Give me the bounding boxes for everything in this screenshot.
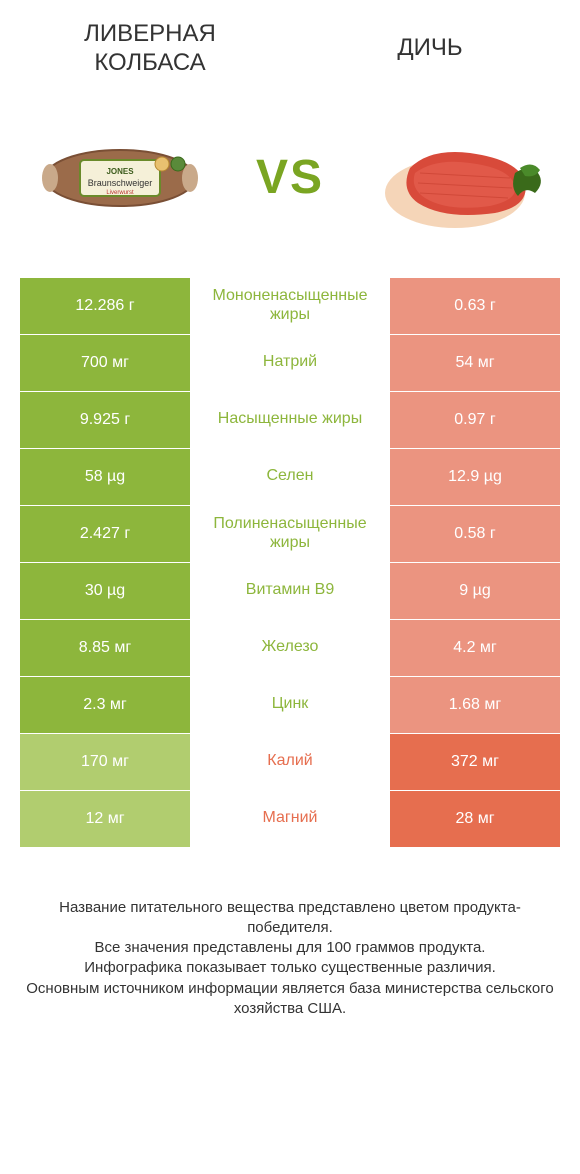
left-value-cell: 170 мг	[20, 734, 190, 790]
table-row: 12.286 гМононенасыщенные жиры0.63 г	[20, 278, 560, 334]
images-row: JONES Braunschweiger Liverwurst VS	[0, 88, 580, 278]
footer-line: Инфографика показывает только существенн…	[25, 958, 555, 978]
nutrient-label: Мононенасыщенные жиры	[190, 278, 390, 334]
left-value-cell: 12.286 г	[20, 278, 190, 334]
left-value-cell: 2.3 мг	[20, 677, 190, 733]
sausage-icon: JONES Braunschweiger Liverwurst	[30, 118, 210, 238]
comparison-table: 12.286 гМононенасыщенные жиры0.63 г700 м…	[0, 278, 580, 847]
nutrient-label: Насыщенные жиры	[190, 392, 390, 448]
right-product-title: ДИЧЬ	[330, 20, 530, 78]
left-product-title: ЛИВЕРНАЯ КОЛБАСА	[50, 20, 250, 78]
left-value-cell: 12 мг	[20, 791, 190, 847]
table-row: 700 мгНатрий54 мг	[20, 335, 560, 391]
table-row: 2.3 мгЦинк1.68 мг	[20, 677, 560, 733]
right-value-cell: 12.9 µg	[390, 449, 560, 505]
right-value-cell: 0.63 г	[390, 278, 560, 334]
table-row: 12 мгМагний28 мг	[20, 791, 560, 847]
vs-label: VS	[256, 150, 324, 205]
left-value-cell: 58 µg	[20, 449, 190, 505]
table-row: 8.85 мгЖелезо4.2 мг	[20, 620, 560, 676]
svg-text:Braunschweiger: Braunschweiger	[88, 178, 153, 188]
nutrient-label: Натрий	[190, 335, 390, 391]
svg-text:JONES: JONES	[106, 167, 134, 176]
left-value-cell: 9.925 г	[20, 392, 190, 448]
nutrient-label: Магний	[190, 791, 390, 847]
table-row: 30 µgВитамин B99 µg	[20, 563, 560, 619]
right-value-cell: 1.68 мг	[390, 677, 560, 733]
table-row: 58 µgСелен12.9 µg	[20, 449, 560, 505]
left-value-cell: 30 µg	[20, 563, 190, 619]
svg-text:Liverwurst: Liverwurst	[106, 190, 134, 196]
header: ЛИВЕРНАЯ КОЛБАСА ДИЧЬ	[0, 0, 580, 88]
right-value-cell: 0.58 г	[390, 506, 560, 562]
nutrient-label: Витамин B9	[190, 563, 390, 619]
footer-line: Все значения представлены для 100 граммо…	[25, 938, 555, 958]
nutrient-label: Полиненасыщенные жиры	[190, 506, 390, 562]
footer-line: Название питательного вещества представл…	[25, 898, 555, 939]
right-value-cell: 4.2 мг	[390, 620, 560, 676]
right-value-cell: 0.97 г	[390, 392, 560, 448]
nutrient-label: Калий	[190, 734, 390, 790]
left-value-cell: 2.427 г	[20, 506, 190, 562]
right-value-cell: 54 мг	[390, 335, 560, 391]
nutrient-label: Селен	[190, 449, 390, 505]
footer-line: Основным источником информации является …	[25, 979, 555, 1020]
left-product-image: JONES Braunschweiger Liverwurst	[30, 118, 210, 238]
table-row: 170 мгКалий372 мг	[20, 734, 560, 790]
right-value-cell: 372 мг	[390, 734, 560, 790]
nutrient-label: Цинк	[190, 677, 390, 733]
meat-icon	[370, 118, 550, 238]
nutrient-label: Железо	[190, 620, 390, 676]
right-value-cell: 28 мг	[390, 791, 560, 847]
left-value-cell: 700 мг	[20, 335, 190, 391]
right-value-cell: 9 µg	[390, 563, 560, 619]
right-product-image	[370, 118, 550, 238]
left-value-cell: 8.85 мг	[20, 620, 190, 676]
table-row: 9.925 гНасыщенные жиры0.97 г	[20, 392, 560, 448]
footer-notes: Название питательного вещества представл…	[0, 848, 580, 1040]
table-row: 2.427 гПолиненасыщенные жиры0.58 г	[20, 506, 560, 562]
